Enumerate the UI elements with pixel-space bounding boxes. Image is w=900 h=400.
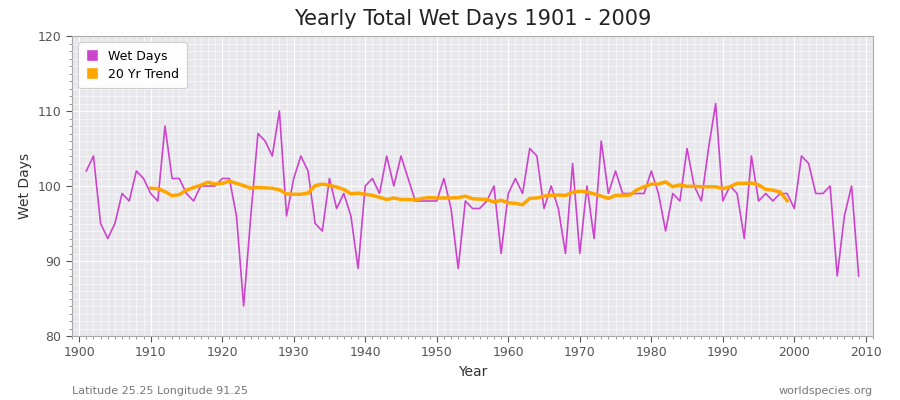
20 Yr Trend [768,188,778,192]
X-axis label: Year: Year [458,365,487,379]
Wet Days [853,274,864,278]
Text: Latitude 25.25 Longitude 91.25: Latitude 25.25 Longitude 91.25 [72,386,248,396]
Title: Yearly Total Wet Days 1901 - 2009: Yearly Total Wet Days 1901 - 2009 [293,9,652,29]
20 Yr Trend [703,184,714,189]
Wet Days [510,176,521,181]
Wet Days [596,139,607,144]
20 Yr Trend [145,186,156,191]
Wet Days [81,169,92,174]
Text: worldspecies.org: worldspecies.org [778,386,873,396]
Line: Wet Days: Wet Days [86,104,859,306]
20 Yr Trend [782,198,793,203]
Wet Days [138,176,148,181]
20 Yr Trend [688,184,699,189]
20 Yr Trend [238,183,249,188]
20 Yr Trend [603,196,614,201]
Line: 20 Yr Trend: 20 Yr Trend [150,181,788,205]
Wet Days [503,191,514,196]
Wet Days [710,101,721,106]
Y-axis label: Wet Days: Wet Days [18,153,32,219]
20 Yr Trend [224,179,235,184]
Wet Days [302,169,313,174]
Wet Days [346,214,356,218]
Legend: Wet Days, 20 Yr Trend: Wet Days, 20 Yr Trend [78,42,187,88]
20 Yr Trend [346,192,356,196]
20 Yr Trend [518,202,528,207]
Wet Days [238,304,249,308]
